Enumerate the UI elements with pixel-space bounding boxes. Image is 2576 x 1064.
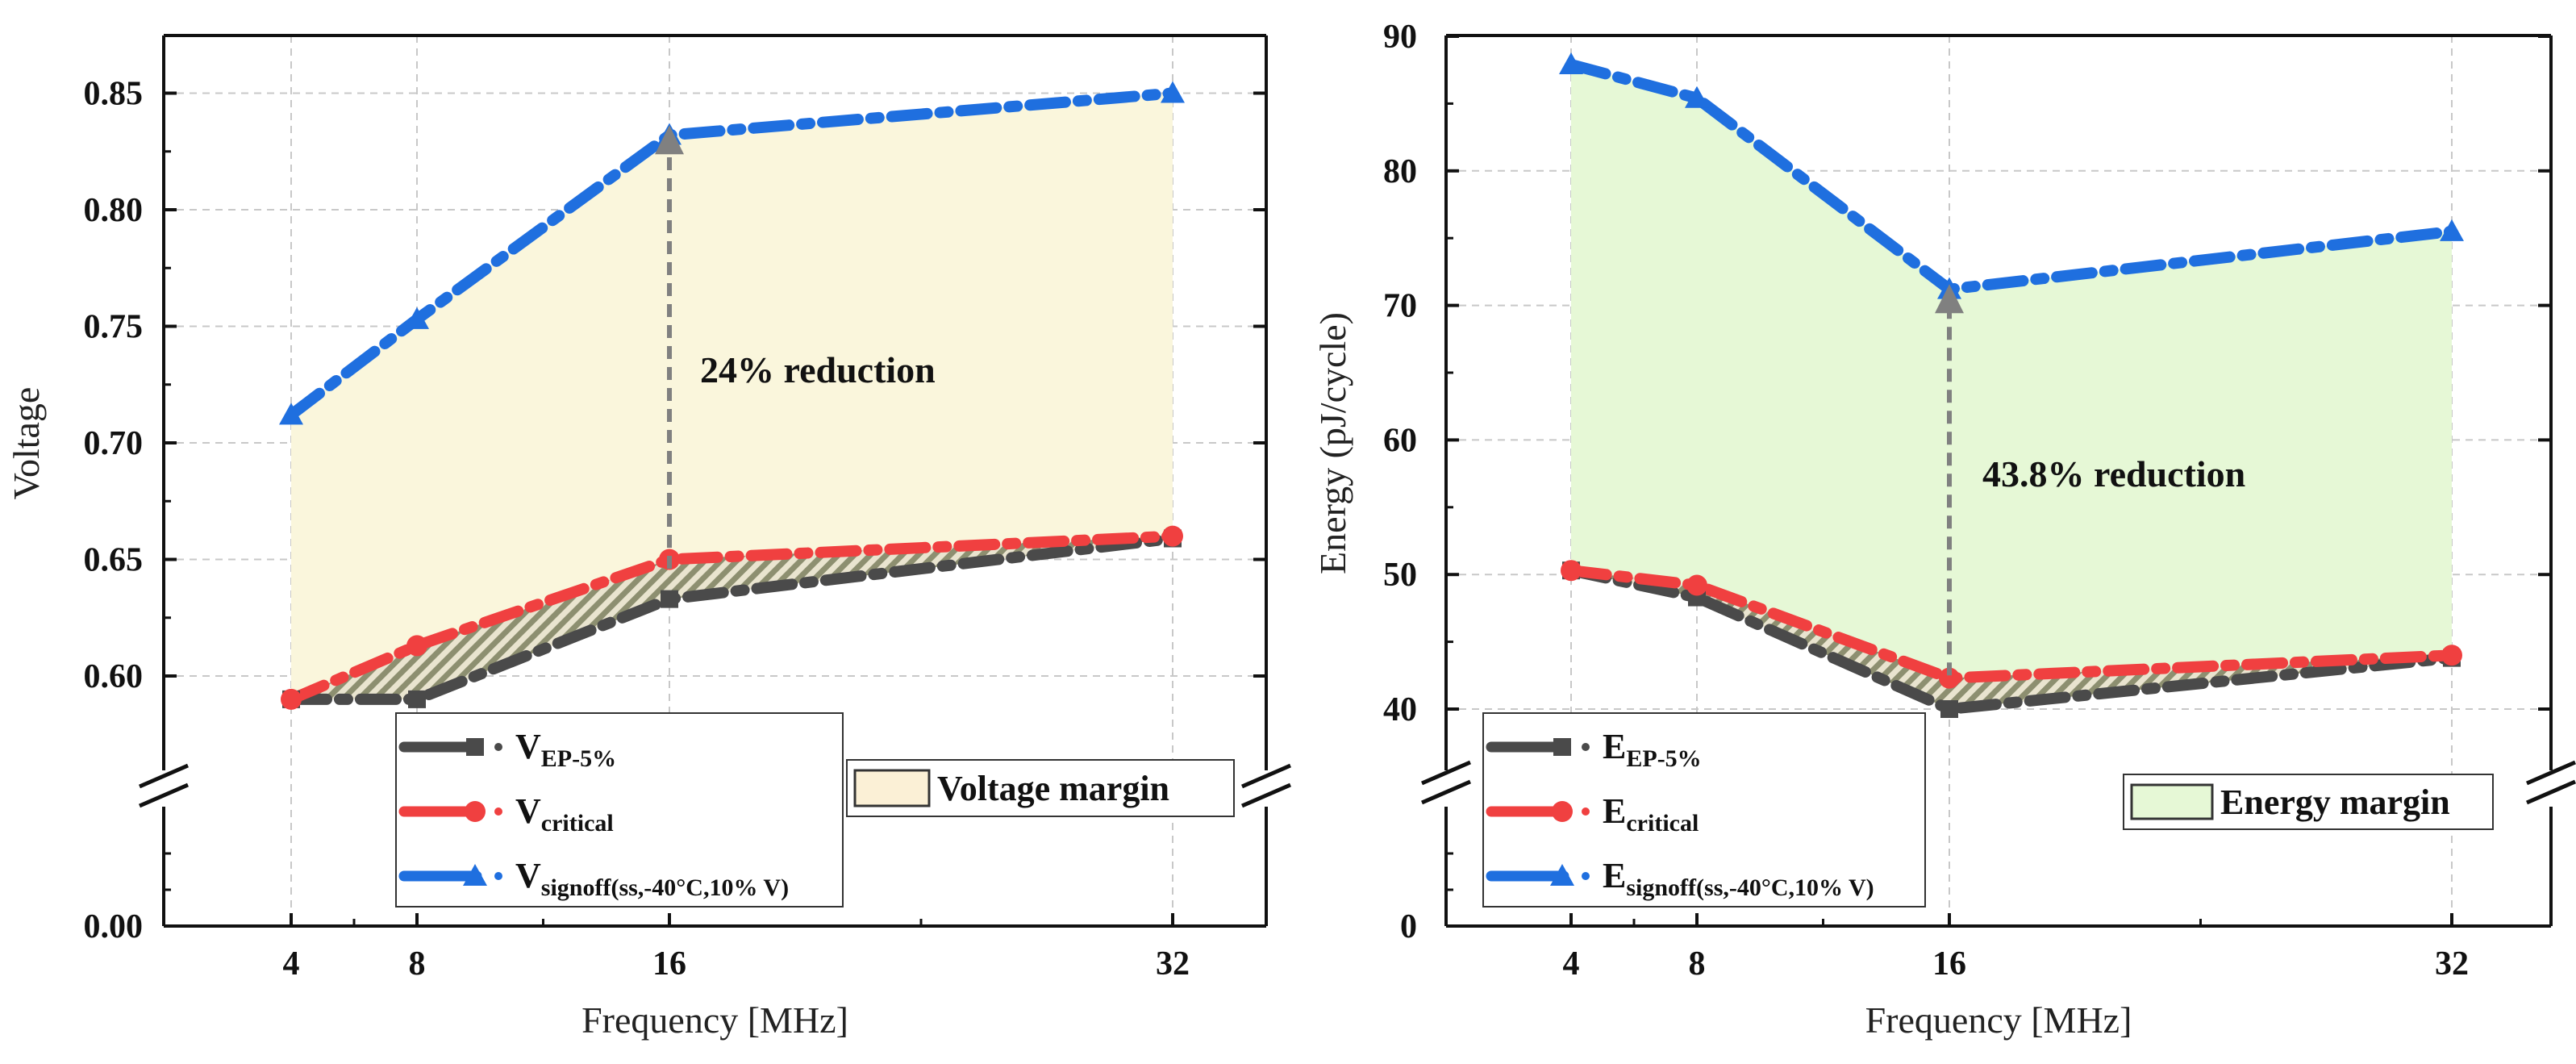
data-point-square <box>408 690 426 708</box>
data-point-triangle <box>405 307 429 329</box>
legend-entry-square: VEP-5% <box>398 727 616 772</box>
margin-legend-label: Voltage margin <box>937 769 1169 808</box>
legend-marker-square <box>1553 738 1571 756</box>
voltage-series-lines <box>286 87 1178 705</box>
y-tick-label: 0.65 <box>84 542 144 579</box>
data-point-circle <box>281 688 302 710</box>
y-tick-label: 0.70 <box>84 425 144 462</box>
legend-entry-triangle: Vsignoff(ss,-40°C,10% V) <box>398 856 789 901</box>
margin-legend-swatch <box>853 769 931 807</box>
voltage-legend: VEP-5% Vcritical Vsignoff(ss,-40°C,10% V) <box>395 712 844 908</box>
legend-entry-circle: Ecritical <box>1486 791 1699 837</box>
energy-margin-legend: Energy margin <box>2123 774 2494 830</box>
y-tick-label: 40 <box>1383 691 1417 728</box>
x-tick-label: 16 <box>1932 945 1966 983</box>
axis-break-mark <box>1421 760 1471 805</box>
y-tick-label: 80 <box>1383 153 1417 190</box>
legend-marker-square <box>466 738 484 756</box>
x-tick-label: 8 <box>409 945 426 983</box>
voltage-axes-frame <box>139 34 1291 928</box>
legend-entry-square: EEP-5% <box>1486 727 1702 772</box>
legend-label: Ecritical <box>1603 791 1699 837</box>
data-point-triangle <box>1559 52 1583 75</box>
legend-label: Esignoff(ss,-40°C,10% V) <box>1603 856 1874 901</box>
voltage-margin-legend: Voltage margin <box>846 759 1235 817</box>
axis-break-mark <box>139 763 189 808</box>
x-tick-label: 32 <box>1156 945 1190 983</box>
series-line-triangle <box>286 87 1178 421</box>
legend-marker-circle <box>1552 801 1573 822</box>
voltage-x-axis-label: Frequency [MHz] <box>581 999 848 1041</box>
data-point-circle <box>2441 645 2462 666</box>
y-tick-label: 0.85 <box>84 76 144 113</box>
data-point-circle <box>1939 667 1960 689</box>
data-point-triangle <box>2440 219 2464 241</box>
voltage-y-tick-labels: 0.60 0.65 0.70 0.75 0.80 0.85 0.00 <box>84 76 1266 945</box>
y-tick-label: 70 <box>1383 288 1417 325</box>
y-tick-label: 0.75 <box>84 309 144 346</box>
series-line-circle <box>1565 565 2457 684</box>
data-point-square <box>1940 700 1958 718</box>
energy-x-tick-labels: 4 8 16 32 <box>1563 913 2469 983</box>
y-tick-label: 60 <box>1383 422 1417 459</box>
voltage-series-markers <box>279 81 1185 710</box>
y-tick-label: 90 <box>1383 19 1417 56</box>
legend-marker-circle <box>465 801 486 822</box>
energy-x-axis-label: Frequency [MHz] <box>1865 999 2132 1041</box>
energy-panel: 43.8% reduction 40 50 60 70 80 90 0 4 8 16 32 Fre… <box>1312 19 2576 1041</box>
energy-margin-fill <box>1571 65 2452 678</box>
legend-label: EEP-5% <box>1603 727 1702 772</box>
legend-label: Vsignoff(ss,-40°C,10% V) <box>515 856 789 901</box>
x-tick-label: 32 <box>2435 945 2469 983</box>
energy-axes-frame <box>1421 34 2576 928</box>
energy-reduction-label: 43.8% reduction <box>1982 453 2245 494</box>
data-point-circle <box>1561 560 1582 582</box>
series-line-square <box>1565 565 2457 716</box>
legend-marker-triangle <box>1550 864 1574 886</box>
x-tick-label: 4 <box>1563 945 1580 983</box>
voltage-panel: 24% reduction 0.600.650.700.750.800.850.… <box>6 34 1291 1041</box>
series-line-circle <box>286 530 1178 705</box>
data-point-triangle <box>279 403 303 425</box>
y-tick-label: 0.60 <box>84 658 144 695</box>
axis-break-mark <box>1241 763 1291 808</box>
series-line-triangle <box>1565 59 2457 295</box>
axis-break-mark <box>2526 760 2576 805</box>
voltage-margin-fill <box>291 93 1173 699</box>
voltage-x-tick-labels: 4 8 16 32 <box>283 913 1190 983</box>
margin-legend-label: Energy margin <box>2220 782 2450 822</box>
energy-series-lines <box>1565 59 2457 716</box>
legend-marker-triangle <box>463 864 487 886</box>
legend-label: VEP-5% <box>515 727 616 772</box>
data-point-triangle <box>1685 86 1709 108</box>
data-point-circle <box>1162 525 1183 547</box>
voltage-y-axis-label: Voltage <box>6 387 47 500</box>
legend-entry-circle: Vcritical <box>398 791 614 837</box>
data-point-triangle <box>1161 81 1185 103</box>
energy-legend: EEP-5% Ecritical Esignoff(ss,-40°C,10% V) <box>1482 712 1926 908</box>
y-tick-label: 50 <box>1383 557 1417 594</box>
data-point-circle <box>406 635 427 657</box>
x-tick-label: 4 <box>283 945 300 983</box>
energy-y-tick-labels: 40 50 60 70 80 90 0 <box>1383 19 2551 945</box>
voltage-reduction-label: 24% reduction <box>700 349 936 390</box>
y-tick-label: 0.00 <box>84 908 144 945</box>
x-tick-label: 8 <box>1689 945 1706 983</box>
energy-hatch-fill <box>1571 570 2452 709</box>
legend-entry-triangle: Esignoff(ss,-40°C,10% V) <box>1486 856 1874 901</box>
y-tick-label: 0 <box>1400 908 1417 945</box>
data-point-square <box>661 590 678 608</box>
margin-legend-swatch <box>2130 783 2214 820</box>
energy-y-axis-label: Energy (pJ/cycle) <box>1312 312 1353 574</box>
legend-label: Vcritical <box>515 791 614 837</box>
data-point-circle <box>1686 574 1707 596</box>
y-tick-label: 0.80 <box>84 192 144 229</box>
series-line-square <box>286 532 1178 705</box>
x-tick-label: 16 <box>652 945 686 983</box>
